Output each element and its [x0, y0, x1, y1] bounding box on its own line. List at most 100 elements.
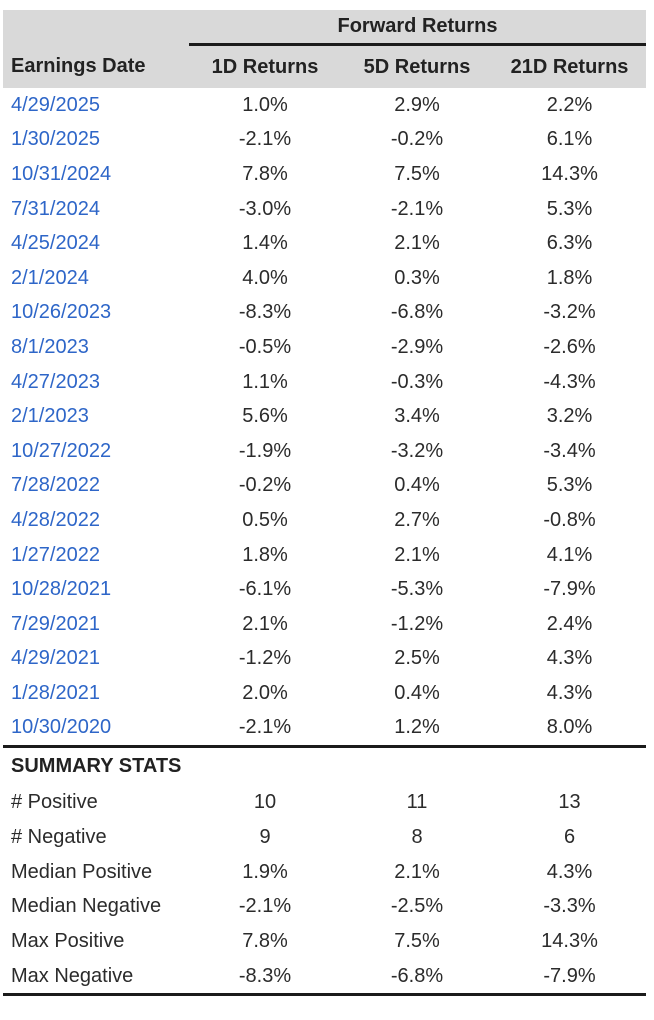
summary-21d-return-value: 13	[558, 791, 581, 814]
21d-return-value: 4.3%	[546, 647, 593, 670]
21d-return-value: 3.2%	[546, 405, 593, 428]
summary-stat-label: Median Negative	[11, 895, 162, 918]
earnings-date-link[interactable]: 10/30/2020	[11, 716, 112, 739]
summary-21d-return-value: -3.3%	[543, 895, 596, 918]
summary-5d-return-value: 11	[406, 791, 428, 814]
summary-stats-heading: SUMMARY STATS	[3, 745, 646, 786]
summary-stat-row: Max Positive 7.8% 7.5% 14.3%	[3, 924, 646, 959]
earnings-date-link[interactable]: 7/31/2024	[11, 197, 100, 220]
earnings-date-link[interactable]: 1/28/2021	[11, 681, 100, 704]
group-header-spacer	[3, 10, 189, 45]
earnings-row: 4/27/2023 1.1% -0.3% -4.3%	[3, 365, 646, 400]
21d-return-value: 6.3%	[546, 232, 593, 255]
earnings-row: 10/28/2021 -6.1% -5.3% -7.9%	[3, 572, 646, 607]
1d-return-value: 1.4%	[242, 232, 288, 255]
earnings-row: 2/1/2024 4.0% 0.3% 1.8%	[3, 261, 646, 296]
summary-1d-return-value: 10	[253, 791, 277, 814]
earnings-date-link[interactable]: 4/28/2022	[11, 508, 100, 531]
summary-5d-return-value: -2.5%	[390, 895, 444, 918]
summary-21d-return-value: 6	[563, 825, 576, 848]
1d-return-value: 5.6%	[242, 405, 288, 428]
earnings-row: 4/28/2022 0.5% 2.7% -0.8%	[3, 503, 646, 538]
1d-return-value: -6.1%	[238, 578, 292, 601]
21d-return-value: -3.2%	[543, 301, 596, 324]
earnings-row: 10/31/2024 7.8% 7.5% 14.3%	[3, 157, 646, 192]
summary-stat-row: Max Negative -8.3% -6.8% -7.9%	[3, 959, 646, 995]
summary-stats-section: SUMMARY STATS # Positive 10 11 13 # Negative…	[3, 745, 646, 995]
earnings-date-link[interactable]: 4/25/2024	[11, 232, 100, 255]
21d-return-value: -3.4%	[543, 439, 596, 462]
5d-return-value: 2.9%	[394, 93, 440, 116]
5d-return-value: 2.7%	[394, 508, 440, 531]
1d-return-value: -0.5%	[238, 335, 292, 358]
summary-stat-label: Median Positive	[11, 860, 153, 883]
column-header-1d-returns: 1D Returns	[189, 44, 341, 88]
1d-return-value: 7.8%	[242, 162, 288, 185]
1d-return-value: -2.1%	[238, 716, 292, 739]
21d-return-value: 14.3%	[541, 162, 598, 185]
5d-return-value: 3.4%	[394, 405, 440, 428]
earnings-date-link[interactable]: 4/29/2025	[11, 93, 100, 116]
5d-return-value: -0.3%	[390, 370, 444, 393]
earnings-row: 10/26/2023 -8.3% -6.8% -3.2%	[3, 296, 646, 331]
summary-1d-return-value: 9	[259, 825, 271, 848]
5d-return-value: 0.4%	[394, 681, 440, 704]
earnings-row: 2/1/2023 5.6% 3.4% 3.2%	[3, 399, 646, 434]
summary-stat-label: Max Negative	[11, 964, 134, 987]
group-header-row: Forward Returns	[3, 10, 646, 46]
5d-return-value: 0.3%	[394, 266, 440, 289]
1d-return-value: -1.9%	[238, 439, 292, 462]
summary-stat-row: # Negative 9 8 6	[3, 820, 646, 855]
5d-return-value: 1.2%	[394, 716, 440, 739]
5d-return-value: -5.3%	[390, 578, 444, 601]
earnings-date-link[interactable]: 4/27/2023	[11, 370, 100, 393]
earnings-row: 4/29/2021 -1.2% 2.5% 4.3%	[3, 642, 646, 677]
earnings-row: 10/30/2020 -2.1% 1.2% 8.0%	[3, 711, 646, 747]
1d-return-value: 0.5%	[242, 508, 288, 531]
earnings-date-link[interactable]: 8/1/2023	[11, 335, 89, 358]
21d-return-value: 6.1%	[546, 128, 593, 151]
earnings-date-link[interactable]: 4/29/2021	[11, 647, 100, 670]
earnings-row: 4/25/2024 1.4% 2.1% 6.3%	[3, 226, 646, 261]
21d-return-value: 4.1%	[546, 543, 593, 566]
earnings-row: 8/1/2023 -0.5% -2.9% -2.6%	[3, 330, 646, 365]
table-header: Forward Returns Earnings Date 1D Returns…	[3, 10, 646, 88]
earnings-date-link[interactable]: 7/28/2022	[11, 474, 100, 497]
earnings-row: 7/31/2024 -3.0% -2.1% 5.3%	[3, 192, 646, 227]
21d-return-value: 8.0%	[546, 716, 593, 739]
earnings-date-link[interactable]: 1/30/2025	[11, 128, 100, 151]
earnings-row: 10/27/2022 -1.9% -3.2% -3.4%	[3, 434, 646, 469]
summary-stat-row: Median Positive 1.9% 2.1% 4.3%	[3, 855, 646, 890]
1d-return-value: -8.3%	[238, 301, 292, 324]
summary-21d-return-value: 4.3%	[546, 860, 593, 883]
summary-1d-return-value: -8.3%	[238, 964, 292, 987]
earnings-rows: 4/29/2025 1.0% 2.9% 2.2% 1/30/2025 -2.1% -0.2%…	[3, 88, 646, 747]
summary-21d-return-value: 14.3%	[541, 929, 598, 952]
summary-stat-label: # Negative	[11, 825, 107, 848]
5d-return-value: -2.1%	[390, 197, 444, 220]
earnings-row: 7/28/2022 -0.2% 0.4% 5.3%	[3, 469, 646, 504]
1d-return-value: -1.2%	[238, 647, 292, 670]
earnings-date-link[interactable]: 10/26/2023	[11, 301, 112, 324]
earnings-date-link[interactable]: 10/31/2024	[11, 162, 112, 185]
earnings-date-link[interactable]: 1/27/2022	[11, 543, 100, 566]
5d-return-value: 7.5%	[394, 162, 440, 185]
5d-return-value: 0.4%	[394, 474, 440, 497]
earnings-date-link[interactable]: 10/27/2022	[11, 439, 112, 462]
earnings-date-link[interactable]: 10/28/2021	[11, 578, 112, 601]
1d-return-value: 1.1%	[242, 370, 288, 393]
summary-stat-row: # Positive 10 11 13	[3, 785, 646, 820]
5d-return-value: -0.2%	[390, 128, 444, 151]
group-header-title: Forward Returns	[189, 10, 646, 46]
forward-returns-table: Forward Returns Earnings Date 1D Returns…	[3, 10, 646, 997]
5d-return-value: -1.2%	[390, 612, 444, 635]
earnings-row: 1/27/2022 1.8% 2.1% 4.1%	[3, 538, 646, 573]
1d-return-value: 2.1%	[242, 612, 288, 635]
5d-return-value: 2.1%	[394, 232, 440, 255]
earnings-date-link[interactable]: 2/1/2023	[11, 405, 89, 428]
earnings-date-link[interactable]: 7/29/2021	[11, 612, 100, 635]
earnings-date-link[interactable]: 2/1/2024	[11, 266, 89, 289]
summary-stat-label: # Positive	[11, 791, 98, 814]
5d-return-value: -3.2%	[390, 439, 444, 462]
summary-5d-return-value: 8	[411, 825, 423, 848]
